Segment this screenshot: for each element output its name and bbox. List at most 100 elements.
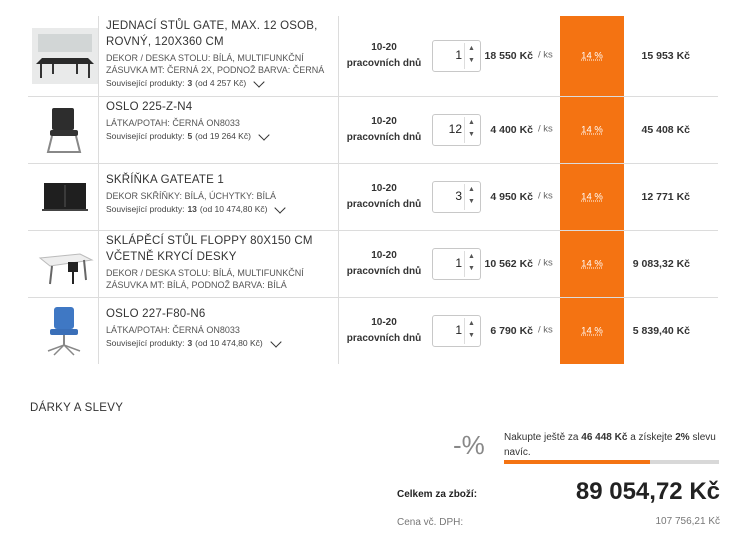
discount-cell: 14 % bbox=[560, 16, 624, 96]
quantity-stepper[interactable]: 12 ▲ ▼ bbox=[432, 114, 481, 146]
quantity-stepper[interactable]: 1 ▲ ▼ bbox=[432, 248, 481, 280]
quantity-value[interactable]: 1 bbox=[455, 48, 462, 62]
product-variant: DEKOR SKŘÍŇKY: BÍLÁ, ÚCHYTKY: BÍLÁ bbox=[106, 191, 277, 201]
unit-label: / ks bbox=[538, 190, 553, 202]
row-total: 15 953 Kč bbox=[641, 50, 690, 62]
delivery-time: 10-20 pracovních dnů bbox=[346, 42, 422, 69]
cart-row: SKLÁPĚCÍ STŮL FLOPPY 80X150 CM VČETNĚ KR… bbox=[28, 231, 718, 298]
related-count: 5 bbox=[187, 131, 193, 141]
product-variant: DEKOR / DESKA STOLU: BÍLÁ, MULTIFUNKČNÍ … bbox=[106, 53, 325, 75]
related-products-toggle[interactable]: Související produkty: 3 (od 4 257 Kč) bbox=[106, 75, 336, 88]
conference-table-icon[interactable] bbox=[32, 28, 98, 84]
related-count: 3 bbox=[187, 78, 193, 88]
chair-icon[interactable] bbox=[32, 102, 98, 158]
chevron-down-icon[interactable] bbox=[253, 75, 265, 88]
chevron-down-icon[interactable] bbox=[270, 335, 282, 348]
office-chair-icon[interactable] bbox=[32, 303, 98, 359]
unit-label: / ks bbox=[538, 49, 553, 61]
product-variant: LÁTKA/POTAH: ČERNÁ ON8033 bbox=[106, 118, 240, 128]
product-variant: DEKOR / DESKA STOLU: BÍLÁ, MULTIFUNKČNÍ … bbox=[106, 268, 304, 290]
row-total: 12 771 Kč bbox=[641, 191, 690, 203]
unit-price: 4 400 Kč bbox=[490, 124, 533, 136]
related-label: Související produkty: bbox=[106, 131, 185, 141]
related-products-toggle[interactable]: Související produkty: 5 (od 19 264 Kč) bbox=[106, 128, 336, 141]
product-name[interactable]: SKŘÍŇKA GATEATE 1 bbox=[106, 174, 225, 186]
cart-row: JEDNACÍ STŮL GATE, MAX. 12 OSOB, ROVNÝ, … bbox=[28, 16, 718, 97]
related-from: (od 10 474,80 Kč) bbox=[199, 204, 268, 214]
quantity-value[interactable]: 1 bbox=[455, 256, 462, 270]
row-total: 5 839,40 Kč bbox=[632, 325, 690, 337]
quantity-stepper[interactable]: 3 ▲ ▼ bbox=[432, 181, 481, 213]
promo-progress-bar bbox=[504, 460, 719, 464]
chevron-down-icon[interactable] bbox=[258, 128, 270, 141]
product-variant: LÁTKA/POTAH: ČERNÁ ON8033 bbox=[106, 325, 240, 335]
discount-cell: 14 % bbox=[560, 231, 624, 297]
unit-price: 10 562 Kč bbox=[484, 258, 533, 270]
promo-amount: 46 448 Kč bbox=[581, 432, 628, 443]
related-from: (od 10 474,80 Kč) bbox=[195, 338, 263, 348]
delivery-time: 10-20 pracovních dnů bbox=[346, 317, 422, 344]
promo-post: slevu navíc. bbox=[504, 432, 716, 458]
delivery-time: 10-20 pracovních dnů bbox=[346, 116, 422, 143]
related-label: Související produkty: bbox=[106, 338, 185, 348]
increment-icon[interactable]: ▲ bbox=[468, 320, 475, 327]
unit-label: / ks bbox=[538, 123, 553, 135]
decrement-icon[interactable]: ▼ bbox=[468, 57, 475, 64]
row-total: 9 083,32 Kč bbox=[632, 258, 690, 270]
promo-mid: a získejte bbox=[630, 432, 673, 443]
quantity-value[interactable]: 12 bbox=[448, 122, 462, 136]
related-label: Související produkty: bbox=[106, 204, 185, 214]
discount-badge[interactable]: 14 % bbox=[581, 191, 603, 203]
cart-row: SKŘÍŇKA GATEATE 1 DEKOR SKŘÍŇKY: BÍLÁ, Ú… bbox=[28, 164, 718, 231]
discount-badge[interactable]: 14 % bbox=[581, 325, 603, 337]
promo-pre: Nakupte ještě za bbox=[504, 432, 579, 443]
related-products-toggle[interactable]: Související produkty: 3 (od 10 474,80 Kč… bbox=[106, 335, 336, 348]
product-name[interactable]: JEDNACÍ STŮL GATE, MAX. 12 OSOB, ROVNÝ, … bbox=[106, 20, 318, 48]
related-count: 3 bbox=[187, 338, 193, 348]
related-from: (od 4 257 Kč) bbox=[195, 78, 247, 88]
decrement-icon[interactable]: ▼ bbox=[468, 265, 475, 272]
quantity-value[interactable]: 3 bbox=[455, 189, 462, 203]
cart-row: OSLO 227-F80-N6 LÁTKA/POTAH: ČERNÁ ON803… bbox=[28, 298, 718, 364]
discount-badge[interactable]: 14 % bbox=[581, 50, 603, 62]
product-name[interactable]: OSLO 227-F80-N6 bbox=[106, 308, 206, 320]
related-from: (od 19 264 Kč) bbox=[195, 131, 251, 141]
related-count: 13 bbox=[187, 204, 197, 214]
discount-cell: 14 % bbox=[560, 97, 624, 163]
increment-icon[interactable]: ▲ bbox=[468, 45, 475, 52]
vat-value: 107 756,21 Kč bbox=[655, 516, 721, 527]
increment-icon[interactable]: ▲ bbox=[468, 119, 475, 126]
unit-label: / ks bbox=[538, 324, 553, 336]
decrement-icon[interactable]: ▼ bbox=[468, 332, 475, 339]
row-total: 45 408 Kč bbox=[641, 124, 690, 136]
total-label: Celkem za zboží: bbox=[397, 489, 478, 500]
cart-row: OSLO 225-Z-N4 LÁTKA/POTAH: ČERNÁ ON8033 … bbox=[28, 97, 718, 164]
unit-label: / ks bbox=[538, 257, 553, 269]
increment-icon[interactable]: ▲ bbox=[468, 186, 475, 193]
gifts-heading: DÁRKY A SLEVY bbox=[30, 402, 124, 414]
folding-table-icon[interactable] bbox=[32, 236, 98, 292]
discount-cell: 14 % bbox=[560, 164, 624, 230]
delivery-time: 10-20 pracovních dnů bbox=[346, 250, 422, 277]
discount-cell: 14 % bbox=[560, 298, 624, 364]
increment-icon[interactable]: ▲ bbox=[468, 253, 475, 260]
percent-icon: -% bbox=[453, 430, 485, 460]
quantity-stepper[interactable]: 1 ▲ ▼ bbox=[432, 40, 481, 72]
unit-price: 18 550 Kč bbox=[484, 50, 533, 62]
cabinet-icon[interactable] bbox=[32, 169, 98, 225]
quantity-stepper[interactable]: 1 ▲ ▼ bbox=[432, 315, 481, 347]
chevron-down-icon[interactable] bbox=[274, 201, 287, 214]
related-products-toggle[interactable]: Související produkty: 13 (od 10 474,80 K… bbox=[106, 201, 336, 214]
unit-price: 4 950 Kč bbox=[490, 191, 533, 203]
delivery-time: 10-20 pracovních dnů bbox=[346, 183, 422, 210]
promo-percent: 2% bbox=[675, 432, 690, 443]
promo-progress-fill bbox=[504, 460, 651, 464]
decrement-icon[interactable]: ▼ bbox=[468, 198, 475, 205]
decrement-icon[interactable]: ▼ bbox=[468, 131, 475, 138]
discount-badge[interactable]: 14 % bbox=[581, 258, 603, 270]
promo-message: Nakupte ještě za 46 448 Kč a získejte 2%… bbox=[504, 430, 720, 460]
product-name[interactable]: SKLÁPĚCÍ STŮL FLOPPY 80X150 CM VČETNĚ KR… bbox=[106, 235, 313, 263]
quantity-value[interactable]: 1 bbox=[455, 323, 462, 337]
discount-badge[interactable]: 14 % bbox=[581, 124, 603, 136]
product-name[interactable]: OSLO 225-Z-N4 bbox=[106, 101, 193, 113]
